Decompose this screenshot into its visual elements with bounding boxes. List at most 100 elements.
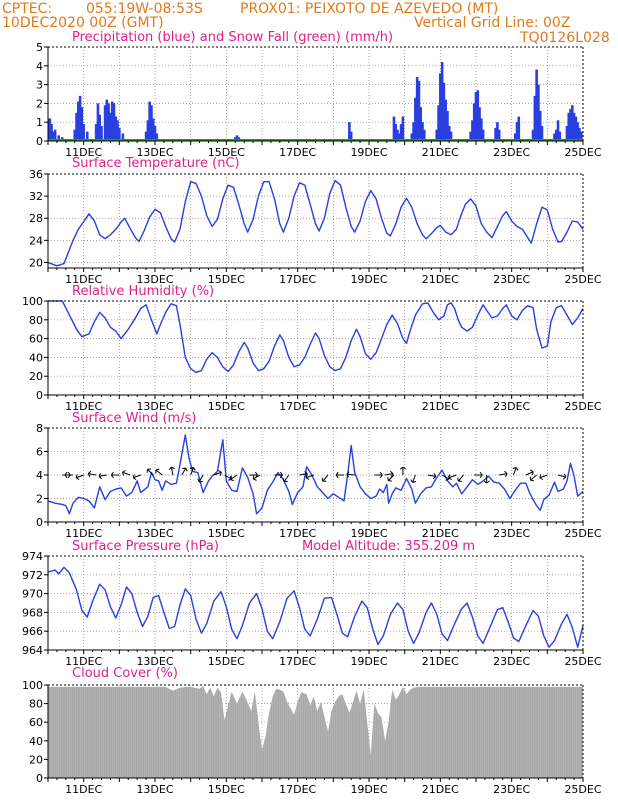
precip-bar <box>155 133 159 141</box>
cloud-xtick-label: 13DEC <box>136 783 173 796</box>
precip-bar <box>110 101 114 141</box>
precip-bar <box>399 124 403 141</box>
temp-xtick-label: 21DEC <box>422 273 459 286</box>
wind-arrow-shaft <box>499 473 508 476</box>
precip-bar <box>447 125 451 141</box>
precip-bar <box>116 120 119 141</box>
temp-ytick-label: 32 <box>29 190 43 203</box>
precip-xtick-label: 19DEC <box>350 146 387 159</box>
wind-arrow-head <box>110 471 114 476</box>
precip-xtick-label: 17DEC <box>279 146 316 159</box>
rh-ytick-label: 100 <box>22 295 43 308</box>
wind-arrow-shaft <box>230 474 238 480</box>
wind-arrow-shaft <box>441 474 450 480</box>
wind-arrow-shaft <box>155 469 163 476</box>
wind-title: Surface Wind (m/s) <box>72 411 197 426</box>
wind-arrow <box>299 470 308 477</box>
precip-bar <box>553 133 556 141</box>
wind-arrow-head <box>75 477 80 481</box>
precip-bar <box>565 125 569 141</box>
wind-arrow-head <box>110 474 114 479</box>
rh-ytick-label: 40 <box>29 351 43 364</box>
wind-arrow-head <box>445 478 450 481</box>
precip-bar <box>146 120 150 141</box>
rh-xtick-label: 17DEC <box>279 400 316 413</box>
wind-arrow-shaft <box>427 474 436 477</box>
wind-arrow-shaft <box>283 474 290 482</box>
precip-bar <box>572 112 576 141</box>
pressure-panel: 964 966 968 970 972 974 11DEC 13DEC 15DEC 17DEC 19… <box>22 550 602 668</box>
cloud-ytick-label: 20 <box>29 753 43 766</box>
precip-bar <box>576 122 579 141</box>
precip-bar <box>417 80 421 141</box>
pressure-ytick-label: 964 <box>22 644 43 657</box>
precip-ytick-label: 5 <box>36 41 43 54</box>
wind-arrow-head <box>132 477 137 481</box>
wind-arrow <box>110 471 120 479</box>
wind-arrow-head <box>155 468 160 471</box>
rh-panel: 0 20 40 60 80 100 11DEC 13DEC 15DEC 17DEC 19DEC 21D… <box>22 295 602 413</box>
precip-bar <box>57 135 60 141</box>
wind-arrow <box>87 470 97 477</box>
precip-bar <box>349 131 353 141</box>
wind-arrow-shaft <box>170 467 174 476</box>
precip-bar <box>118 127 121 141</box>
header-station: PROX01: PEIXOTO DE AZEVEDO (MT) <box>240 1 499 17</box>
precip-bar <box>444 99 447 141</box>
wind-arrow-head <box>399 466 404 470</box>
precip-bar <box>533 95 537 141</box>
pressure-title: Surface Pressure (hPa) <box>72 539 219 554</box>
precip-bar <box>494 127 497 141</box>
wind-arrow-head <box>410 479 414 483</box>
rh-xtick-label: 25DEC <box>564 400 601 413</box>
precip-bar <box>513 133 517 141</box>
wind-arrow-shaft <box>306 474 314 479</box>
wind-arrow-shaft <box>198 474 204 483</box>
wind-arrow-head <box>390 473 394 477</box>
wind-arrow-shaft <box>122 471 131 476</box>
wind-arrow <box>64 471 73 479</box>
cloud-xtick-label: 17DEC <box>279 783 316 796</box>
precip-bar <box>98 114 102 141</box>
header-line1-left: CPTEC: <box>2 1 53 17</box>
temp-xtick-label: 17DEC <box>279 273 316 286</box>
wind-series-line <box>47 434 584 515</box>
wind-arrow-head <box>64 474 68 479</box>
wind-xtick-label: 17DEC <box>279 527 316 540</box>
precip-bar <box>476 90 480 141</box>
rh-ytick-label: 0 <box>36 389 43 402</box>
wind-arrow-head <box>122 472 125 476</box>
cloud-ytick-label: 100 <box>22 679 43 692</box>
precip-bar <box>497 129 501 141</box>
wind-ytick-label: 0 <box>36 516 43 529</box>
precip-bar <box>50 124 53 141</box>
wind-arrow-head <box>529 469 534 473</box>
wind-arrow <box>384 470 394 477</box>
wind-arrow <box>483 475 490 484</box>
wind-arrow <box>321 474 329 482</box>
precip-bar <box>75 112 78 141</box>
wind-arrow-head <box>379 474 383 479</box>
cloud-ytick-label: 0 <box>36 772 43 785</box>
rh-title: Relative Humidity (%) <box>72 284 215 299</box>
wind-arrow-head <box>390 470 394 474</box>
wind-arrow-head <box>346 471 350 475</box>
precip-bar <box>446 110 449 141</box>
precip-bar <box>414 97 417 141</box>
precip-bar <box>558 131 562 141</box>
temp-ytick-label: 36 <box>29 168 43 181</box>
wind-arrow-head <box>305 474 308 478</box>
wind-arrow-head <box>448 474 451 478</box>
wind-arrow-head <box>479 474 483 479</box>
precip-bar <box>94 124 98 141</box>
wind-arrow <box>252 474 261 481</box>
wind-arrow-head <box>132 474 135 478</box>
temp-xtick-label: 11DEC <box>65 273 102 286</box>
cloud-xtick-label: 11DEC <box>65 783 102 796</box>
precip-bar <box>537 84 540 141</box>
precip-bar <box>571 105 574 141</box>
precip-bar <box>421 122 424 141</box>
wind-arrow-head <box>219 472 222 476</box>
wind-arrow-shaft <box>457 474 464 482</box>
